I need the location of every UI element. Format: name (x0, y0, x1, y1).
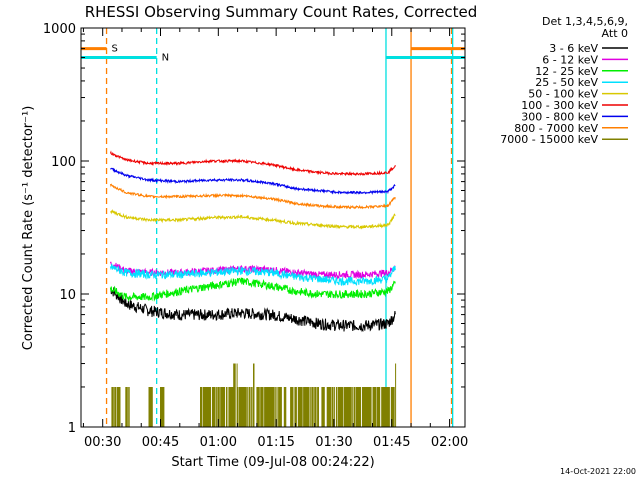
series-lines (109, 150, 397, 427)
x-tick-label: 01:30 (315, 435, 352, 450)
legend-label: 12 - 25 keV (535, 65, 598, 78)
legend-label: 7000 - 15000 keV (500, 133, 598, 146)
chart-title: RHESSI Observing Summary Count Rates, Co… (85, 3, 478, 21)
x-axis-ticks: 00:30 00:45 01:00 01:15 01:30 01:45 02:00 (82, 28, 468, 450)
x-tick-label: 01:45 (373, 435, 410, 450)
series-line-3-6-kev (110, 287, 396, 333)
series-line-100-300-kev (109, 150, 396, 177)
x-tick-label: 00:45 (142, 435, 179, 450)
legend-label: 3 - 6 keV (549, 42, 598, 55)
series-line-12-25-kev (109, 277, 396, 303)
observing-markers: SN (81, 28, 465, 427)
legend-label: 800 - 7000 keV (514, 122, 598, 135)
x-tick-label: 00:30 (84, 435, 121, 450)
legend-label: 100 - 300 keV (521, 99, 598, 112)
plot-frame (80, 27, 466, 428)
series-line-800-7000-kev (109, 183, 396, 210)
observing-marker-label: N (162, 53, 169, 64)
legend-header-line-2: Att 0 (602, 27, 628, 40)
series-line-7000-15000-kev (111, 363, 397, 427)
y-tick-label: 1 (68, 421, 76, 436)
y-axis-label: Corrected Count Rate (s⁻¹ detector⁻¹) (21, 106, 36, 351)
series-line-50-100-kev (110, 208, 396, 230)
y-axis-ticks: 1 10 100 1000 (43, 22, 465, 436)
x-tick-label: 01:15 (257, 435, 294, 450)
legend-label: 6 - 12 keV (542, 53, 598, 66)
x-tick-label: 02:00 (431, 435, 468, 450)
legend-label: 50 - 100 keV (528, 88, 598, 101)
observing-marker-label: S (112, 44, 118, 55)
footer-timestamp: 14-Oct-2021 22:00 (560, 467, 636, 476)
legend-header-line-1: Det 1,3,4,5,6,9, (542, 15, 628, 28)
legend-label: 300 - 800 keV (521, 110, 598, 123)
y-tick-label: 100 (51, 155, 76, 170)
legend-label: 25 - 50 keV (535, 76, 598, 89)
series-line-25-50-kev (109, 263, 396, 287)
series-line-300-800-kev (110, 167, 396, 195)
y-tick-label: 1000 (43, 22, 76, 37)
x-tick-label: 01:00 (200, 435, 237, 450)
y-tick-label: 10 (59, 288, 76, 303)
x-axis-label: Start Time (09-Jul-08 00:24:22) (171, 455, 374, 470)
